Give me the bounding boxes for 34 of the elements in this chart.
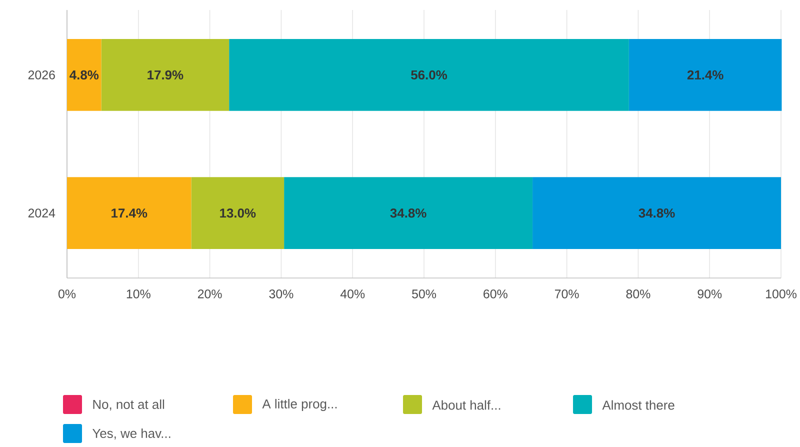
bar [67, 39, 102, 111]
legend-label: No, not at all [93, 399, 164, 411]
x-tick-label: 90% [698, 290, 722, 298]
x-tick-label: 60% [484, 290, 508, 298]
bar [229, 39, 629, 111]
data-label: 34.8% [390, 208, 426, 218]
bar [191, 177, 284, 249]
y-tick-label: 2026 [28, 70, 55, 80]
bar [67, 177, 192, 249]
legend-label: A little prog... [262, 398, 337, 412]
y-tick-label: 2024 [28, 208, 56, 218]
x-tick-label: 80% [626, 290, 650, 298]
x-tick-label: 100% [766, 290, 796, 298]
x-tick-label: 20% [198, 290, 222, 298]
data-label: 21.4% [687, 70, 724, 80]
x-tick-label: 0% [58, 290, 76, 298]
data-label: 56.0% [411, 70, 448, 80]
bar [628, 39, 782, 111]
legend-label: About half... [432, 400, 500, 410]
data-label: 4.8% [70, 70, 99, 80]
bar [101, 39, 230, 111]
data-label: 34.8% [638, 208, 675, 218]
legend-label: Almost there [602, 400, 674, 410]
bar [532, 177, 782, 249]
data-label: 17.4% [112, 208, 148, 218]
legend-label: Yes, we hav... [92, 428, 170, 440]
x-tick-label: 70% [554, 290, 579, 298]
x-tick-label: 40% [340, 290, 365, 298]
x-tick-label: 10% [126, 290, 150, 298]
data-label: 13.0% [220, 208, 256, 218]
data-label: 17.9% [148, 70, 184, 80]
x-tick-label: 30% [269, 290, 294, 298]
x-tick-label: 50% [412, 290, 436, 298]
bar [284, 177, 533, 249]
